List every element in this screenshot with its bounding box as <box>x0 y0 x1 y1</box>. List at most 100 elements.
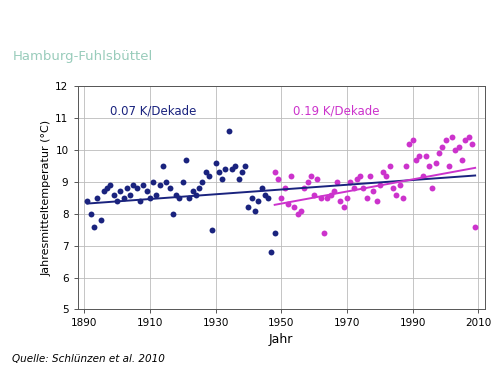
Point <box>392 192 400 198</box>
Point <box>222 166 230 172</box>
Point <box>366 172 374 178</box>
Point <box>370 188 378 194</box>
Point <box>113 198 121 204</box>
Point <box>106 182 114 188</box>
Point <box>241 163 249 169</box>
Point <box>454 144 462 150</box>
Point <box>396 182 404 188</box>
Point <box>330 188 338 194</box>
Point <box>231 163 239 169</box>
Point <box>261 192 269 198</box>
Text: Hamburg-Fuhlsbüttel: Hamburg-Fuhlsbüttel <box>12 50 153 63</box>
Point <box>422 153 430 159</box>
Point <box>320 230 328 236</box>
Point <box>438 144 446 150</box>
Point <box>132 185 140 191</box>
Point <box>116 188 124 194</box>
Point <box>280 185 288 191</box>
Point <box>130 182 138 188</box>
Point <box>416 153 424 159</box>
Point <box>435 150 443 156</box>
Point <box>452 147 460 153</box>
Point <box>304 179 312 185</box>
Point <box>234 176 242 181</box>
Point <box>274 176 282 181</box>
Point <box>340 204 347 210</box>
Point <box>162 179 170 185</box>
Point <box>270 230 278 236</box>
Point <box>346 179 354 185</box>
Point <box>149 179 157 185</box>
Point <box>188 188 196 194</box>
Point <box>376 182 384 188</box>
Point <box>277 195 285 201</box>
Point <box>110 192 118 198</box>
Point <box>297 207 305 213</box>
Point <box>464 134 472 140</box>
Point <box>224 128 232 134</box>
Point <box>408 137 416 143</box>
Point <box>169 211 177 217</box>
Point <box>379 169 387 175</box>
Text: Quelle: Schlünzen et al. 2010: Quelle: Schlünzen et al. 2010 <box>12 354 166 364</box>
Point <box>146 195 154 201</box>
Point <box>166 185 173 191</box>
Point <box>202 169 209 175</box>
Point <box>284 201 292 207</box>
Point <box>442 137 450 143</box>
Point <box>356 172 364 178</box>
Point <box>198 179 206 185</box>
Point <box>86 211 94 217</box>
Point <box>159 163 167 169</box>
Point <box>185 195 193 201</box>
Point <box>399 195 407 201</box>
Point <box>386 163 394 169</box>
Point <box>268 249 276 255</box>
Point <box>326 192 334 198</box>
Point <box>362 195 370 201</box>
Point <box>96 217 104 223</box>
Point <box>382 172 390 178</box>
Point <box>343 195 351 201</box>
Point <box>178 179 186 185</box>
Point <box>238 169 246 175</box>
Point <box>152 192 160 198</box>
Point <box>310 192 318 198</box>
Point <box>176 195 184 201</box>
Point <box>218 176 226 181</box>
Point <box>314 176 322 181</box>
Point <box>103 185 111 191</box>
Point <box>182 157 190 163</box>
Point <box>172 192 180 198</box>
Point <box>136 198 144 204</box>
Point <box>389 185 397 191</box>
Point <box>270 169 278 175</box>
Text: 0.19 K/Dekade: 0.19 K/Dekade <box>294 104 380 117</box>
Point <box>142 188 150 194</box>
Point <box>307 172 315 178</box>
Point <box>84 198 92 204</box>
Point <box>333 179 341 185</box>
Point <box>90 224 98 230</box>
Point <box>195 185 203 191</box>
Point <box>290 204 298 210</box>
Text: 0.07 K/Dekade: 0.07 K/Dekade <box>110 104 196 117</box>
Point <box>353 176 361 181</box>
Point <box>208 226 216 232</box>
Point <box>93 195 101 201</box>
Point <box>205 172 213 178</box>
Point <box>458 157 466 163</box>
Point <box>251 207 259 213</box>
Y-axis label: Jahresmitteltemperatur (°C): Jahresmitteltemperatur (°C) <box>41 120 51 276</box>
Point <box>336 198 344 204</box>
Point <box>126 192 134 198</box>
Point <box>406 141 413 147</box>
Point <box>254 198 262 204</box>
Point <box>212 160 220 166</box>
Point <box>372 198 380 204</box>
Point <box>432 160 440 166</box>
Point <box>448 134 456 140</box>
Point <box>264 195 272 201</box>
Point <box>258 185 266 191</box>
Point <box>316 195 324 201</box>
